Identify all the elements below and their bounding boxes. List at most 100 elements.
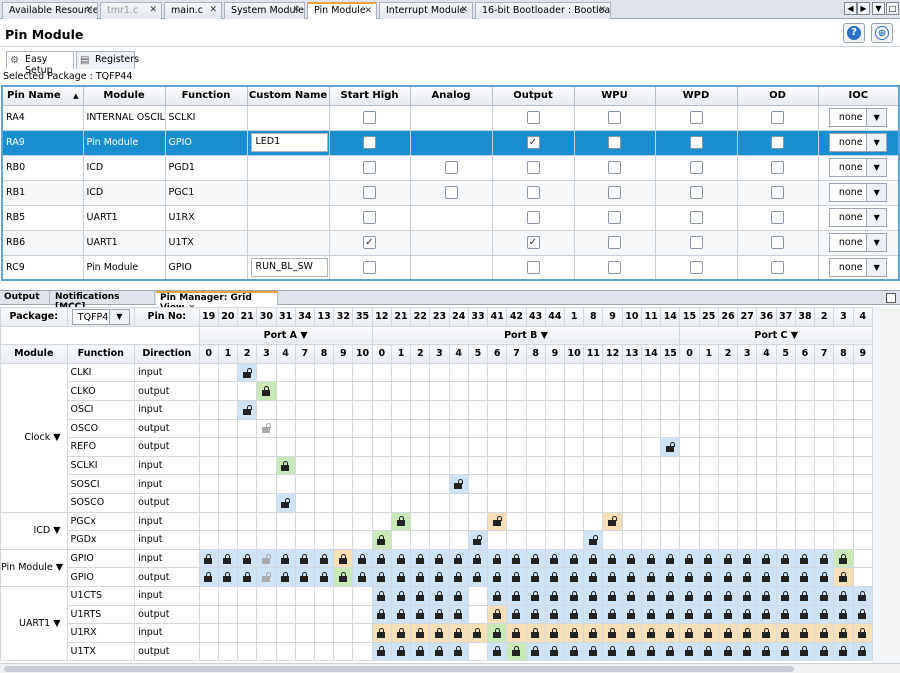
column-header-od[interactable]: OD bbox=[736, 85, 819, 106]
pin-cell[interactable] bbox=[487, 641, 508, 662]
pin-cell[interactable] bbox=[506, 623, 527, 643]
pin-cell[interactable] bbox=[621, 623, 642, 643]
pin-cell[interactable] bbox=[717, 604, 739, 625]
pin-cell[interactable] bbox=[640, 548, 662, 569]
column-header-wpd[interactable]: WPD bbox=[654, 85, 738, 106]
pin-cell[interactable] bbox=[679, 548, 700, 569]
chevron-down-icon[interactable]: ▼ bbox=[866, 134, 887, 151]
pin-cell[interactable] bbox=[429, 641, 450, 662]
pin-cell[interactable] bbox=[506, 585, 527, 606]
pin-cell[interactable] bbox=[621, 585, 642, 606]
od-checkbox[interactable] bbox=[771, 136, 784, 149]
pin-cell[interactable] bbox=[564, 567, 585, 587]
chevron-down-icon[interactable]: ▼ bbox=[866, 258, 887, 276]
pin-cell[interactable] bbox=[448, 567, 469, 587]
close-icon[interactable]: ✕ bbox=[209, 5, 217, 15]
maximize-icon[interactable] bbox=[886, 293, 896, 303]
pin-cell[interactable] bbox=[390, 567, 412, 587]
pin-cell[interactable] bbox=[525, 641, 546, 662]
close-icon[interactable]: ✕ bbox=[292, 5, 300, 15]
pin-cell[interactable] bbox=[217, 548, 239, 569]
module-group-label[interactable]: Pin Module ▼ bbox=[0, 548, 68, 587]
pin-cell[interactable] bbox=[737, 585, 758, 606]
pin-cell[interactable] bbox=[217, 567, 239, 587]
pin-cell[interactable] bbox=[660, 548, 681, 569]
pin-cell[interactable] bbox=[525, 548, 546, 569]
pin-cell[interactable] bbox=[775, 641, 796, 662]
pin-cell[interactable] bbox=[717, 548, 739, 569]
pin-cell[interactable] bbox=[756, 567, 777, 587]
pin-cell[interactable] bbox=[256, 567, 277, 587]
pin-cell[interactable] bbox=[814, 548, 835, 569]
custom-name-input[interactable]: LED1 bbox=[250, 133, 328, 152]
wpd-checkbox[interactable] bbox=[689, 236, 703, 249]
pin-cell[interactable] bbox=[371, 567, 392, 587]
chevron-down-icon[interactable]: ▼ bbox=[866, 234, 887, 251]
pin-cell[interactable] bbox=[487, 567, 508, 587]
pin-cell[interactable] bbox=[602, 511, 623, 532]
pin-cell[interactable] bbox=[640, 585, 662, 606]
table-row[interactable]: RB1 ICD PGC1 none ▼ bbox=[1, 179, 900, 206]
pin-cell[interactable] bbox=[756, 604, 777, 625]
pin-cell[interactable] bbox=[544, 567, 566, 587]
pin-cell[interactable] bbox=[602, 623, 623, 643]
close-icon[interactable]: ✕ bbox=[460, 5, 468, 15]
pin-cell[interactable] bbox=[583, 641, 604, 662]
pin-cell[interactable] bbox=[660, 437, 681, 457]
pin-cell[interactable] bbox=[640, 641, 662, 662]
port-header[interactable]: Port A ▼ bbox=[198, 325, 373, 346]
od-checkbox[interactable] bbox=[771, 161, 784, 174]
od-checkbox[interactable] bbox=[771, 260, 784, 274]
pin-cell[interactable] bbox=[794, 604, 816, 625]
pin-cell[interactable] bbox=[583, 548, 604, 569]
tab-easy-setup[interactable]: ⚙ Easy Setup bbox=[6, 51, 74, 76]
pin-cell[interactable] bbox=[237, 399, 258, 420]
od-checkbox[interactable] bbox=[771, 186, 784, 199]
pin-cell[interactable] bbox=[602, 641, 623, 662]
wpu-checkbox[interactable] bbox=[608, 211, 621, 224]
pin-cell[interactable] bbox=[602, 604, 623, 625]
pin-cell[interactable] bbox=[506, 548, 527, 569]
start-high-checkbox[interactable] bbox=[363, 186, 376, 199]
pin-cell[interactable] bbox=[756, 548, 777, 569]
pin-cell[interactable] bbox=[717, 641, 739, 662]
pin-cell[interactable] bbox=[698, 623, 719, 643]
column-header-output[interactable]: Output bbox=[491, 85, 575, 106]
module-group-label[interactable]: ICD ▼ bbox=[0, 511, 68, 550]
pin-cell[interactable] bbox=[679, 641, 700, 662]
pin-cell[interactable] bbox=[852, 641, 874, 662]
pin-cell[interactable] bbox=[275, 492, 296, 513]
pin-cell[interactable] bbox=[775, 548, 796, 569]
pin-cell[interactable] bbox=[833, 585, 854, 606]
table-row[interactable]: RC9 Pin Module GPIO RUN_BL_SW none ▼ bbox=[1, 254, 900, 281]
pin-cell[interactable] bbox=[717, 585, 739, 606]
pin-cell[interactable] bbox=[506, 641, 527, 662]
pin-cell[interactable] bbox=[602, 567, 623, 587]
pin-cell[interactable] bbox=[814, 623, 835, 643]
pin-cell[interactable] bbox=[794, 585, 816, 606]
pin-cell[interactable] bbox=[660, 585, 681, 606]
pin-cell[interactable] bbox=[487, 585, 508, 606]
vertical-scrollbar[interactable] bbox=[873, 307, 900, 663]
pin-cell[interactable] bbox=[448, 585, 469, 606]
pin-cell[interactable] bbox=[698, 567, 719, 587]
chevron-down-icon[interactable]: ▼ bbox=[866, 109, 887, 126]
column-header-function[interactable]: Function bbox=[164, 85, 248, 106]
wpd-checkbox[interactable] bbox=[689, 161, 703, 174]
chevron-down-icon[interactable]: ▼ bbox=[108, 309, 129, 324]
ioc-select[interactable]: none ▼ bbox=[829, 208, 888, 227]
pin-cell[interactable] bbox=[410, 548, 431, 569]
od-checkbox[interactable] bbox=[771, 211, 784, 224]
chevron-down-icon[interactable]: ▼ bbox=[866, 184, 887, 201]
pin-cell[interactable] bbox=[833, 567, 854, 587]
output-checkbox[interactable] bbox=[526, 111, 540, 124]
table-row[interactable]: RA9 Pin Module GPIO LED1 ✓ none ▼ bbox=[1, 129, 900, 156]
pin-cell[interactable] bbox=[679, 623, 700, 643]
pin-cell[interactable] bbox=[564, 641, 585, 662]
pin-cell[interactable] bbox=[410, 623, 431, 643]
pin-cell[interactable] bbox=[814, 567, 835, 587]
tab-bootloader[interactable]: 16-bit Bootloader : Bootloader✕ bbox=[475, 2, 611, 19]
pin-cell[interactable] bbox=[429, 567, 450, 587]
pin-cell[interactable] bbox=[602, 548, 623, 569]
